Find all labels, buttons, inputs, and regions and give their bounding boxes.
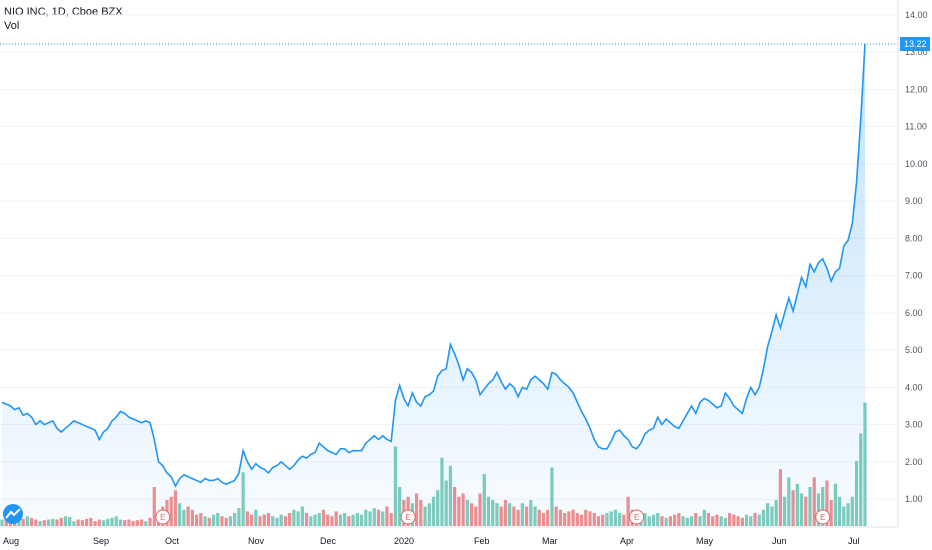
y-axis-labels: 1.00 2.00 3.00 4.00 5.00 6.00 7.00 8.00 9.00 10.0… [905, 10, 928, 504]
y-tick-label: 14.00 [905, 10, 928, 20]
price-line [1, 43, 866, 488]
earnings-circle [629, 509, 645, 525]
y-tick-label: 7.00 [905, 271, 923, 281]
y-tick-label: 1.00 [905, 494, 923, 504]
x-tick-label: Jun [772, 536, 787, 546]
x-tick-label: Nov [248, 536, 265, 546]
earnings-marker: E [815, 509, 831, 525]
x-tick-label: Mar [542, 536, 558, 546]
x-tick-label: Dec [320, 536, 337, 546]
x-axis-labels: Aug Sep Oct Nov Dec 2020 Feb Mar Apr May Jun Jul [3, 536, 860, 546]
x-tick-label: Sep [93, 536, 109, 546]
earnings-marker: E [629, 509, 645, 525]
y-tick-label: 12.00 [905, 84, 928, 94]
y-tick-label: 8.00 [905, 233, 923, 243]
earnings-marker: E [400, 509, 416, 525]
y-tick-label: 10.00 [905, 159, 928, 169]
x-tick-label: 2020 [394, 536, 414, 546]
x-tick-label: Oct [165, 536, 180, 546]
last-price-badge [900, 36, 930, 51]
earnings-marker: E [155, 509, 171, 525]
y-tick-label: 4.00 [905, 382, 923, 392]
earnings-letter: E [820, 513, 825, 522]
y-tick-label: 11.00 [905, 122, 927, 132]
x-tick-label: Feb [474, 536, 490, 546]
x-tick-label: May [696, 536, 714, 546]
y-tick-label: 5.00 [905, 345, 923, 355]
y-tick-label: 2.00 [905, 457, 923, 467]
earnings-letter: E [406, 513, 411, 522]
earnings-letter: E [634, 513, 639, 522]
x-tick-label: Apr [620, 536, 634, 546]
y-tick-label: 6.00 [905, 308, 923, 318]
earnings-circle [400, 509, 416, 525]
volume-label: Vol [4, 20, 20, 32]
earnings-circle [155, 509, 171, 525]
earnings-letter: E [160, 513, 165, 522]
last-price-value: 13.22 [904, 39, 927, 49]
x-tick-label: Aug [3, 536, 19, 546]
logo-mark [5, 508, 21, 519]
x-tick-label: Jul [848, 536, 860, 546]
earnings-circle [815, 509, 831, 525]
logo-icon [3, 504, 23, 524]
y-tick-label: 9.00 [905, 196, 923, 206]
y-tick-label: 13.00 [905, 47, 928, 57]
y-tick-label: 3.00 [905, 420, 923, 430]
price-area [2, 43, 865, 528]
